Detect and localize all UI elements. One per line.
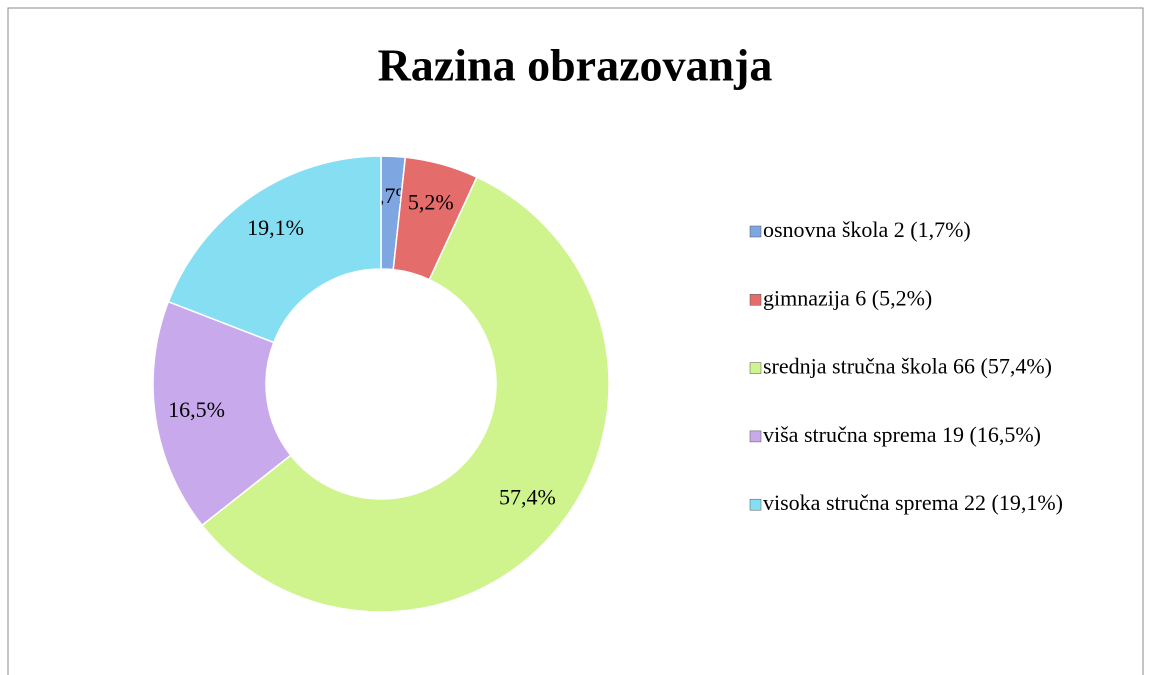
donut-slice	[167, 155, 382, 344]
legend-swatch	[749, 498, 762, 511]
donut-slice	[200, 176, 610, 613]
chart-title: Razina obrazovanja	[378, 40, 773, 91]
data-label: 5,2%	[408, 189, 454, 214]
legend-label: visoka stručna sprema 22 (19,1%)	[763, 490, 1063, 515]
legend-label: osnovna škola 2 (1,7%)	[763, 217, 971, 242]
legend-label: gimnazija 6 (5,2%)	[763, 285, 932, 310]
legend-swatch	[749, 362, 762, 374]
data-label: 57,4%	[499, 485, 556, 510]
legend-swatch	[749, 430, 762, 443]
legend-label: viša stručna sprema 19 (16,5%)	[763, 422, 1041, 447]
legend-swatch	[749, 225, 762, 238]
legend-swatch	[749, 294, 762, 306]
data-label: 19,1%	[247, 215, 304, 240]
data-label: 16,5%	[168, 397, 225, 422]
chart-border	[7, 7, 1144, 675]
donut-slice	[152, 300, 292, 527]
legend-label: srednja stručna škola 66 (57,4%)	[763, 354, 1052, 379]
